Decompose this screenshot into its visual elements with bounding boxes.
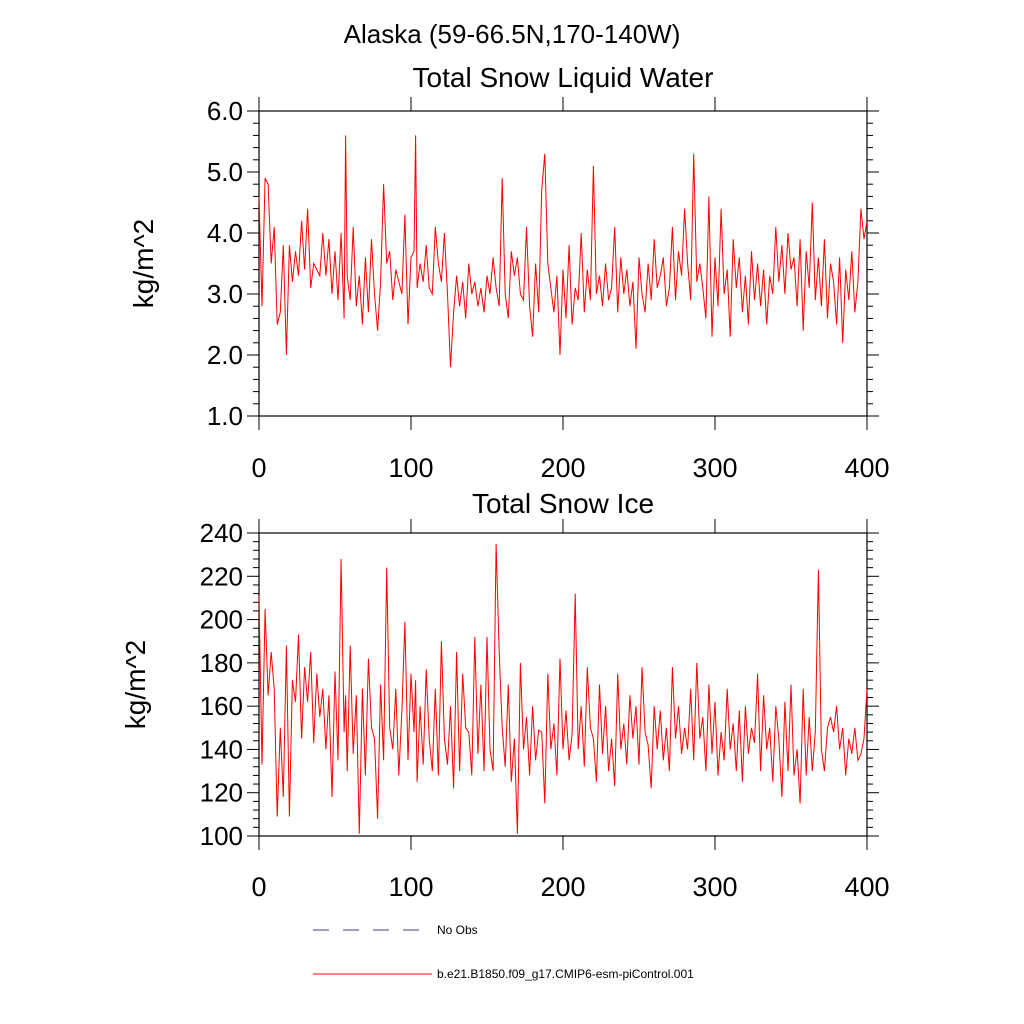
panel-snow-ice: Total Snow Ice kg/m^2 0 100 200 300 400 100 120 1… (120, 488, 890, 902)
x-tick-label: 0 (251, 872, 266, 902)
plot-frame (258, 532, 868, 837)
y-tick-label: 5.0 (207, 157, 243, 187)
y-tick-label: 180 (200, 648, 243, 678)
y-tick-label: 200 (200, 605, 243, 635)
y-tick-label: 3.0 (207, 279, 243, 309)
figure-title: Alaska (59-66.5N,170-140W) (344, 19, 681, 49)
x-tick-label: 400 (844, 872, 889, 902)
x-tick-label: 200 (540, 872, 585, 902)
legend-model-label: b.e21.B1850.f09_g17.CMIP6-esm-piControl.… (437, 967, 694, 981)
chart-title: Total Snow Ice (472, 488, 654, 519)
plot-frame (258, 110, 868, 417)
y-tick-label: 4.0 (207, 218, 243, 248)
series-line (258, 135, 868, 368)
x-tick-label: 200 (540, 453, 585, 483)
x-tick-label: 0 (251, 453, 266, 483)
y-tick-label: 140 (200, 734, 243, 764)
x-tick-label: 100 (388, 453, 433, 483)
x-tick-label: 400 (844, 453, 889, 483)
x-tick-label: 100 (388, 872, 433, 902)
legend: No Obs b.e21.B1850.f09_g17.CMIP6-esm-piC… (313, 923, 694, 981)
x-tick-label: 300 (692, 872, 737, 902)
y-tick-label: 120 (200, 778, 243, 808)
y-tick-label: 160 (200, 691, 243, 721)
y-tick-label: 2.0 (207, 340, 243, 370)
chart-title: Total Snow Liquid Water (413, 62, 714, 93)
y-tick-label: 6.0 (207, 96, 243, 126)
y-axis-label: kg/m^2 (128, 219, 159, 308)
series-line (258, 543, 868, 834)
y-tick-label: 1.0 (207, 401, 243, 431)
y-axis-label: kg/m^2 (120, 640, 151, 729)
y-tick-label: 240 (200, 518, 243, 548)
legend-obs-label: No Obs (437, 923, 478, 937)
x-tick-label: 300 (692, 453, 737, 483)
y-tick-label: 100 (200, 821, 243, 851)
y-tick-label: 220 (200, 561, 243, 591)
panel-snow-liquid-water: Total Snow Liquid Water kg/m^2 0 100 200 300 4… (128, 62, 890, 483)
